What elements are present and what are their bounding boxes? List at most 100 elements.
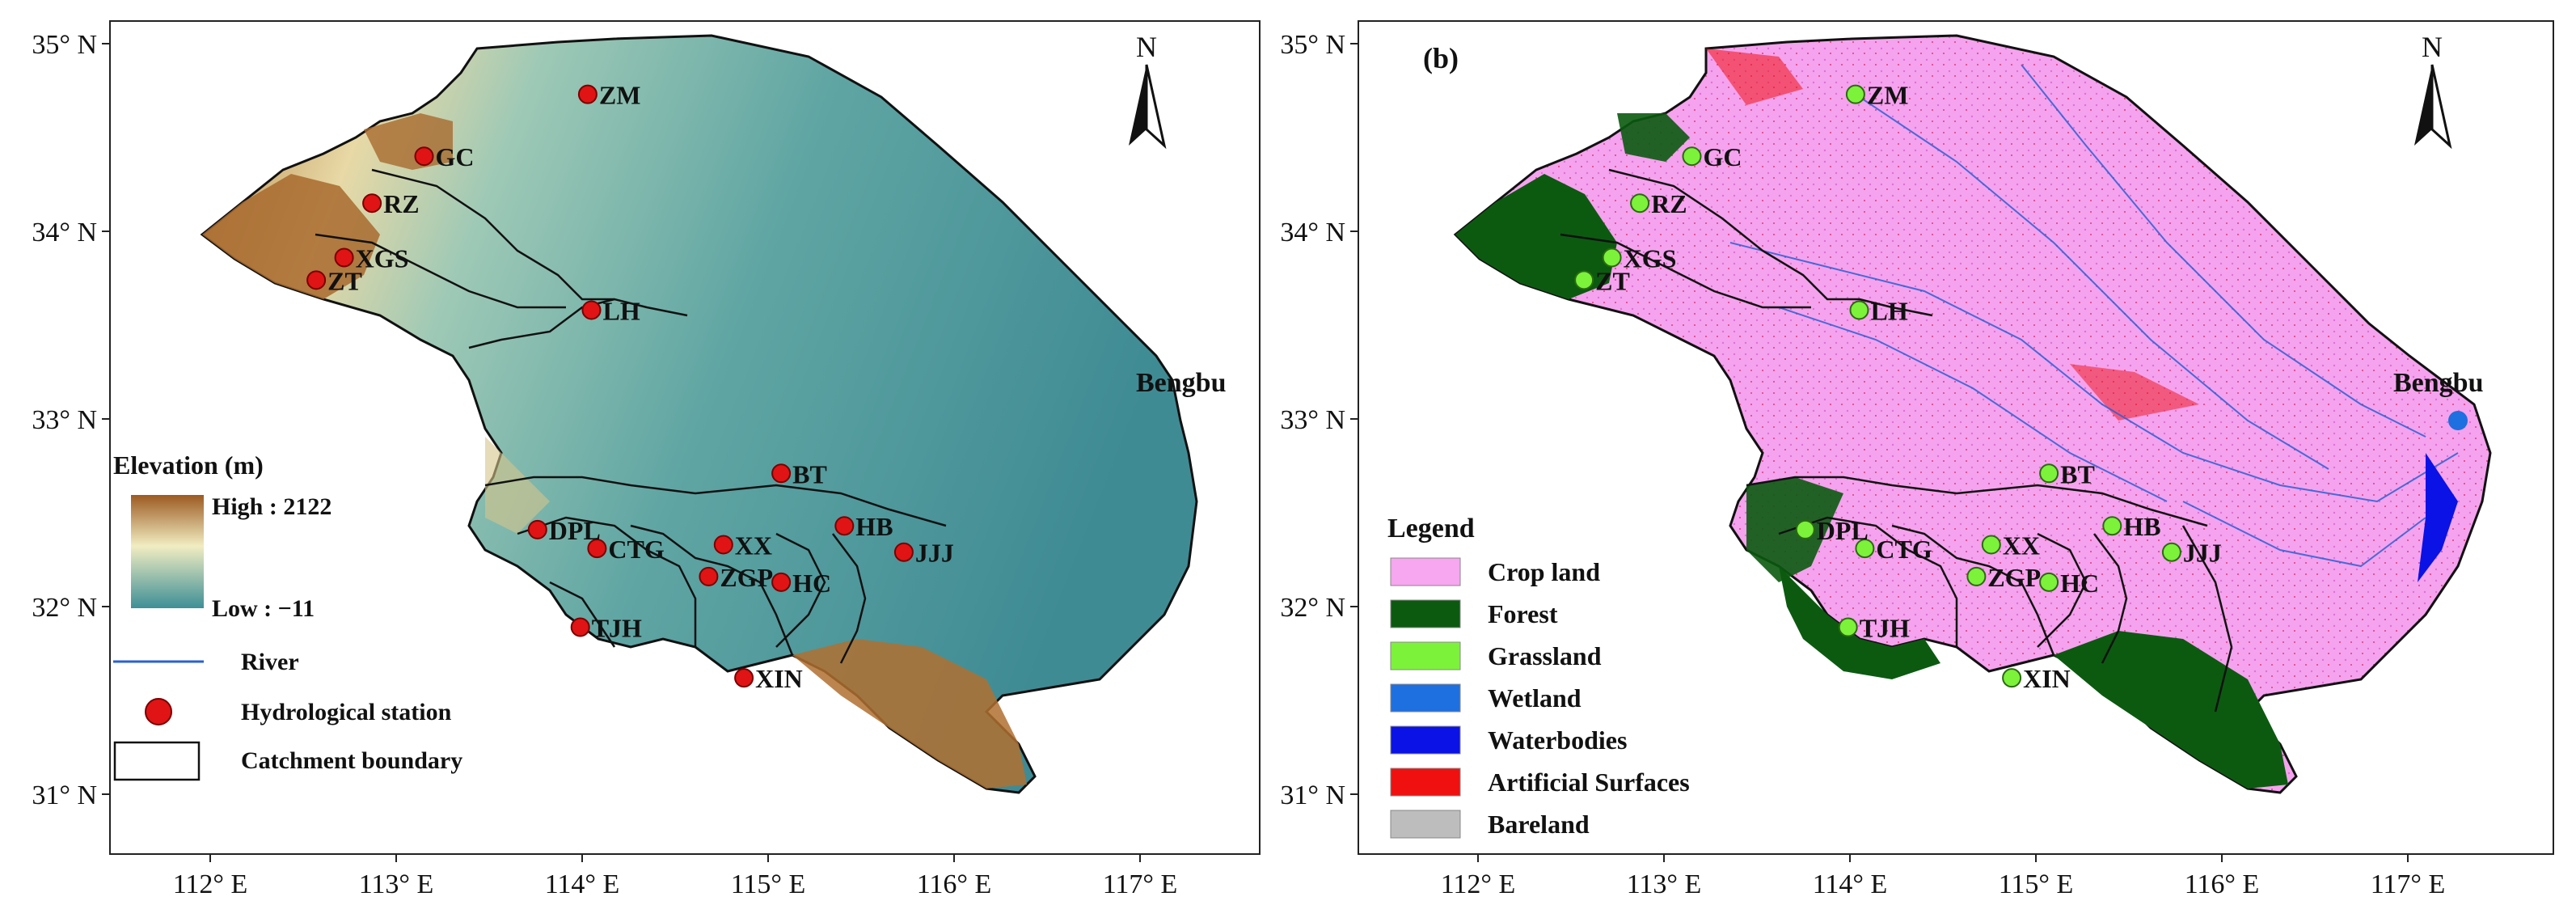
lat-tick-label: 35° N — [1280, 30, 1345, 60]
station-marker-jjj — [2161, 542, 2181, 562]
station-marker-dpl — [527, 519, 547, 539]
station-marker-zt — [306, 270, 327, 290]
north-label-b: N — [2422, 31, 2443, 63]
lon-tick-label: 117° E — [2371, 869, 2446, 899]
legend-item-label: Crop land — [1488, 557, 1600, 586]
station-label-xx: XX — [735, 531, 772, 560]
legend-item-label: Artificial Surfaces — [1488, 768, 1690, 797]
legend-item-label: Waterbodies — [1488, 725, 1627, 755]
legend-a-low: Low : −11 — [212, 595, 315, 622]
station-label-ctg: CTG — [1876, 535, 1932, 564]
station-marker-lh — [1849, 300, 1869, 320]
station-label-gc: GC — [1704, 142, 1742, 171]
north-arrow-b: N — [2414, 31, 2452, 150]
station-marker-hc — [2039, 572, 2059, 592]
station-marker-tjh — [570, 617, 590, 637]
lon-tick-label: 113° E — [1627, 869, 1702, 899]
station-label-rz: RZ — [1651, 189, 1687, 218]
station-label-gc: GC — [436, 142, 475, 171]
urban-patch — [2070, 364, 2199, 421]
lat-tick-label: 32° N — [1280, 593, 1345, 623]
station-label-bt: BT — [2060, 459, 2095, 488]
station-label-xgs: XGS — [1624, 243, 1677, 273]
urban-north — [1706, 49, 1803, 105]
lat-tick-label: 31° N — [32, 780, 97, 810]
station-marker-jjj — [893, 542, 914, 562]
station-label-hb: HB — [2123, 512, 2160, 541]
station-marker-zt — [1574, 270, 1594, 290]
lake-east — [2418, 453, 2458, 582]
station-label-zt: ZT — [1595, 266, 1630, 295]
station-marker-gc — [414, 146, 434, 167]
legend-swatch — [1390, 641, 1461, 670]
catchment-boundaries-b — [1560, 168, 2233, 713]
station-label-dpl: DPL — [1817, 516, 1869, 545]
lat-tick-label: 31° N — [1280, 780, 1345, 810]
river-network-b — [1729, 64, 2459, 568]
axes-a: 35° N 34° N 33° N 32° N 31° N 112° E 113° E 114… — [32, 30, 1177, 899]
legend-a-boundary: Catchment boundary — [241, 747, 462, 774]
lat-tick-label: 35° N — [32, 30, 97, 60]
forest-gc — [1617, 113, 1690, 162]
north-arrow-a: N — [1129, 31, 1167, 150]
station-marker-rz — [1630, 193, 1650, 214]
catchment-boundaries-a — [315, 168, 947, 664]
station-label-jjj: JJJ — [2183, 539, 2222, 568]
station-label-zgp: ZGP — [720, 563, 773, 592]
station-label-dpl: DPL — [549, 516, 601, 545]
station-marker-hc — [771, 572, 792, 592]
station-label-ctg: CTG — [608, 535, 664, 564]
city-label-bengbu-b: Bengbu — [2393, 368, 2484, 398]
station-marker-dpl — [1795, 519, 1815, 539]
legend-b-title: Legend — [1387, 514, 1475, 543]
lat-tick-label: 33° N — [1280, 405, 1345, 435]
station-label-zm: ZM — [599, 81, 641, 110]
station-label-hc: HC — [792, 569, 831, 598]
mountain-patch-west — [202, 174, 380, 299]
station-marker-bt — [2039, 463, 2059, 484]
station-marker-xx — [713, 535, 733, 555]
station-label-hb: HB — [855, 512, 893, 541]
station-label-tjh: TJH — [592, 614, 642, 643]
lon-tick-label: 113° E — [359, 869, 434, 899]
station-marker-ctg — [1855, 539, 1875, 559]
legend-b-items: Crop land Forest Grassland Wetland Waterbodi… — [1390, 557, 1690, 839]
lat-tick-label: 33° N — [32, 405, 97, 435]
station-marker-xx — [1981, 535, 2001, 555]
station-label-xgs: XGS — [356, 243, 409, 273]
lon-tick-label: 112° E — [1441, 869, 1516, 899]
station-marker-lh — [581, 300, 602, 320]
legend-item-label: Bareland — [1488, 810, 1590, 839]
legend-a-title: Elevation (m) — [113, 450, 264, 480]
station-label-xx: XX — [2003, 531, 2040, 560]
station-marker-zgp — [1966, 566, 1987, 586]
station-marker-zm — [1845, 84, 1865, 104]
station-label-lh: LH — [603, 296, 640, 325]
legend-item-label: Forest — [1488, 599, 1558, 628]
station-marker-rz — [362, 193, 382, 214]
legend-swatch — [1390, 768, 1461, 797]
station-label-xin: XIN — [2023, 664, 2071, 693]
lon-tick-label: 116° E — [917, 869, 992, 899]
bengbu-marker — [2448, 411, 2468, 430]
station-label-tjh: TJH — [1860, 614, 1910, 643]
panel-b-label: (b) — [1423, 42, 1459, 74]
forest-west — [1455, 174, 1617, 299]
lat-tick-label: 34° N — [32, 218, 97, 247]
legend-swatch — [1390, 557, 1461, 586]
station-marker-xgs — [1602, 247, 1622, 268]
legend-swatch — [1390, 725, 1461, 755]
lon-tick-label: 115° E — [731, 869, 806, 899]
lon-tick-label: 114° E — [545, 869, 620, 899]
panel-b-landuse-map: (b) — [1280, 20, 2554, 899]
legend-item-label: Wetland — [1488, 683, 1581, 713]
station-marker-hb — [834, 516, 855, 536]
elevation-colorbar — [131, 495, 204, 608]
station-marker-xin — [2002, 668, 2022, 688]
lat-tick-label: 34° N — [1280, 218, 1345, 247]
station-label-bt: BT — [792, 459, 827, 488]
lon-tick-label: 117° E — [1103, 869, 1178, 899]
